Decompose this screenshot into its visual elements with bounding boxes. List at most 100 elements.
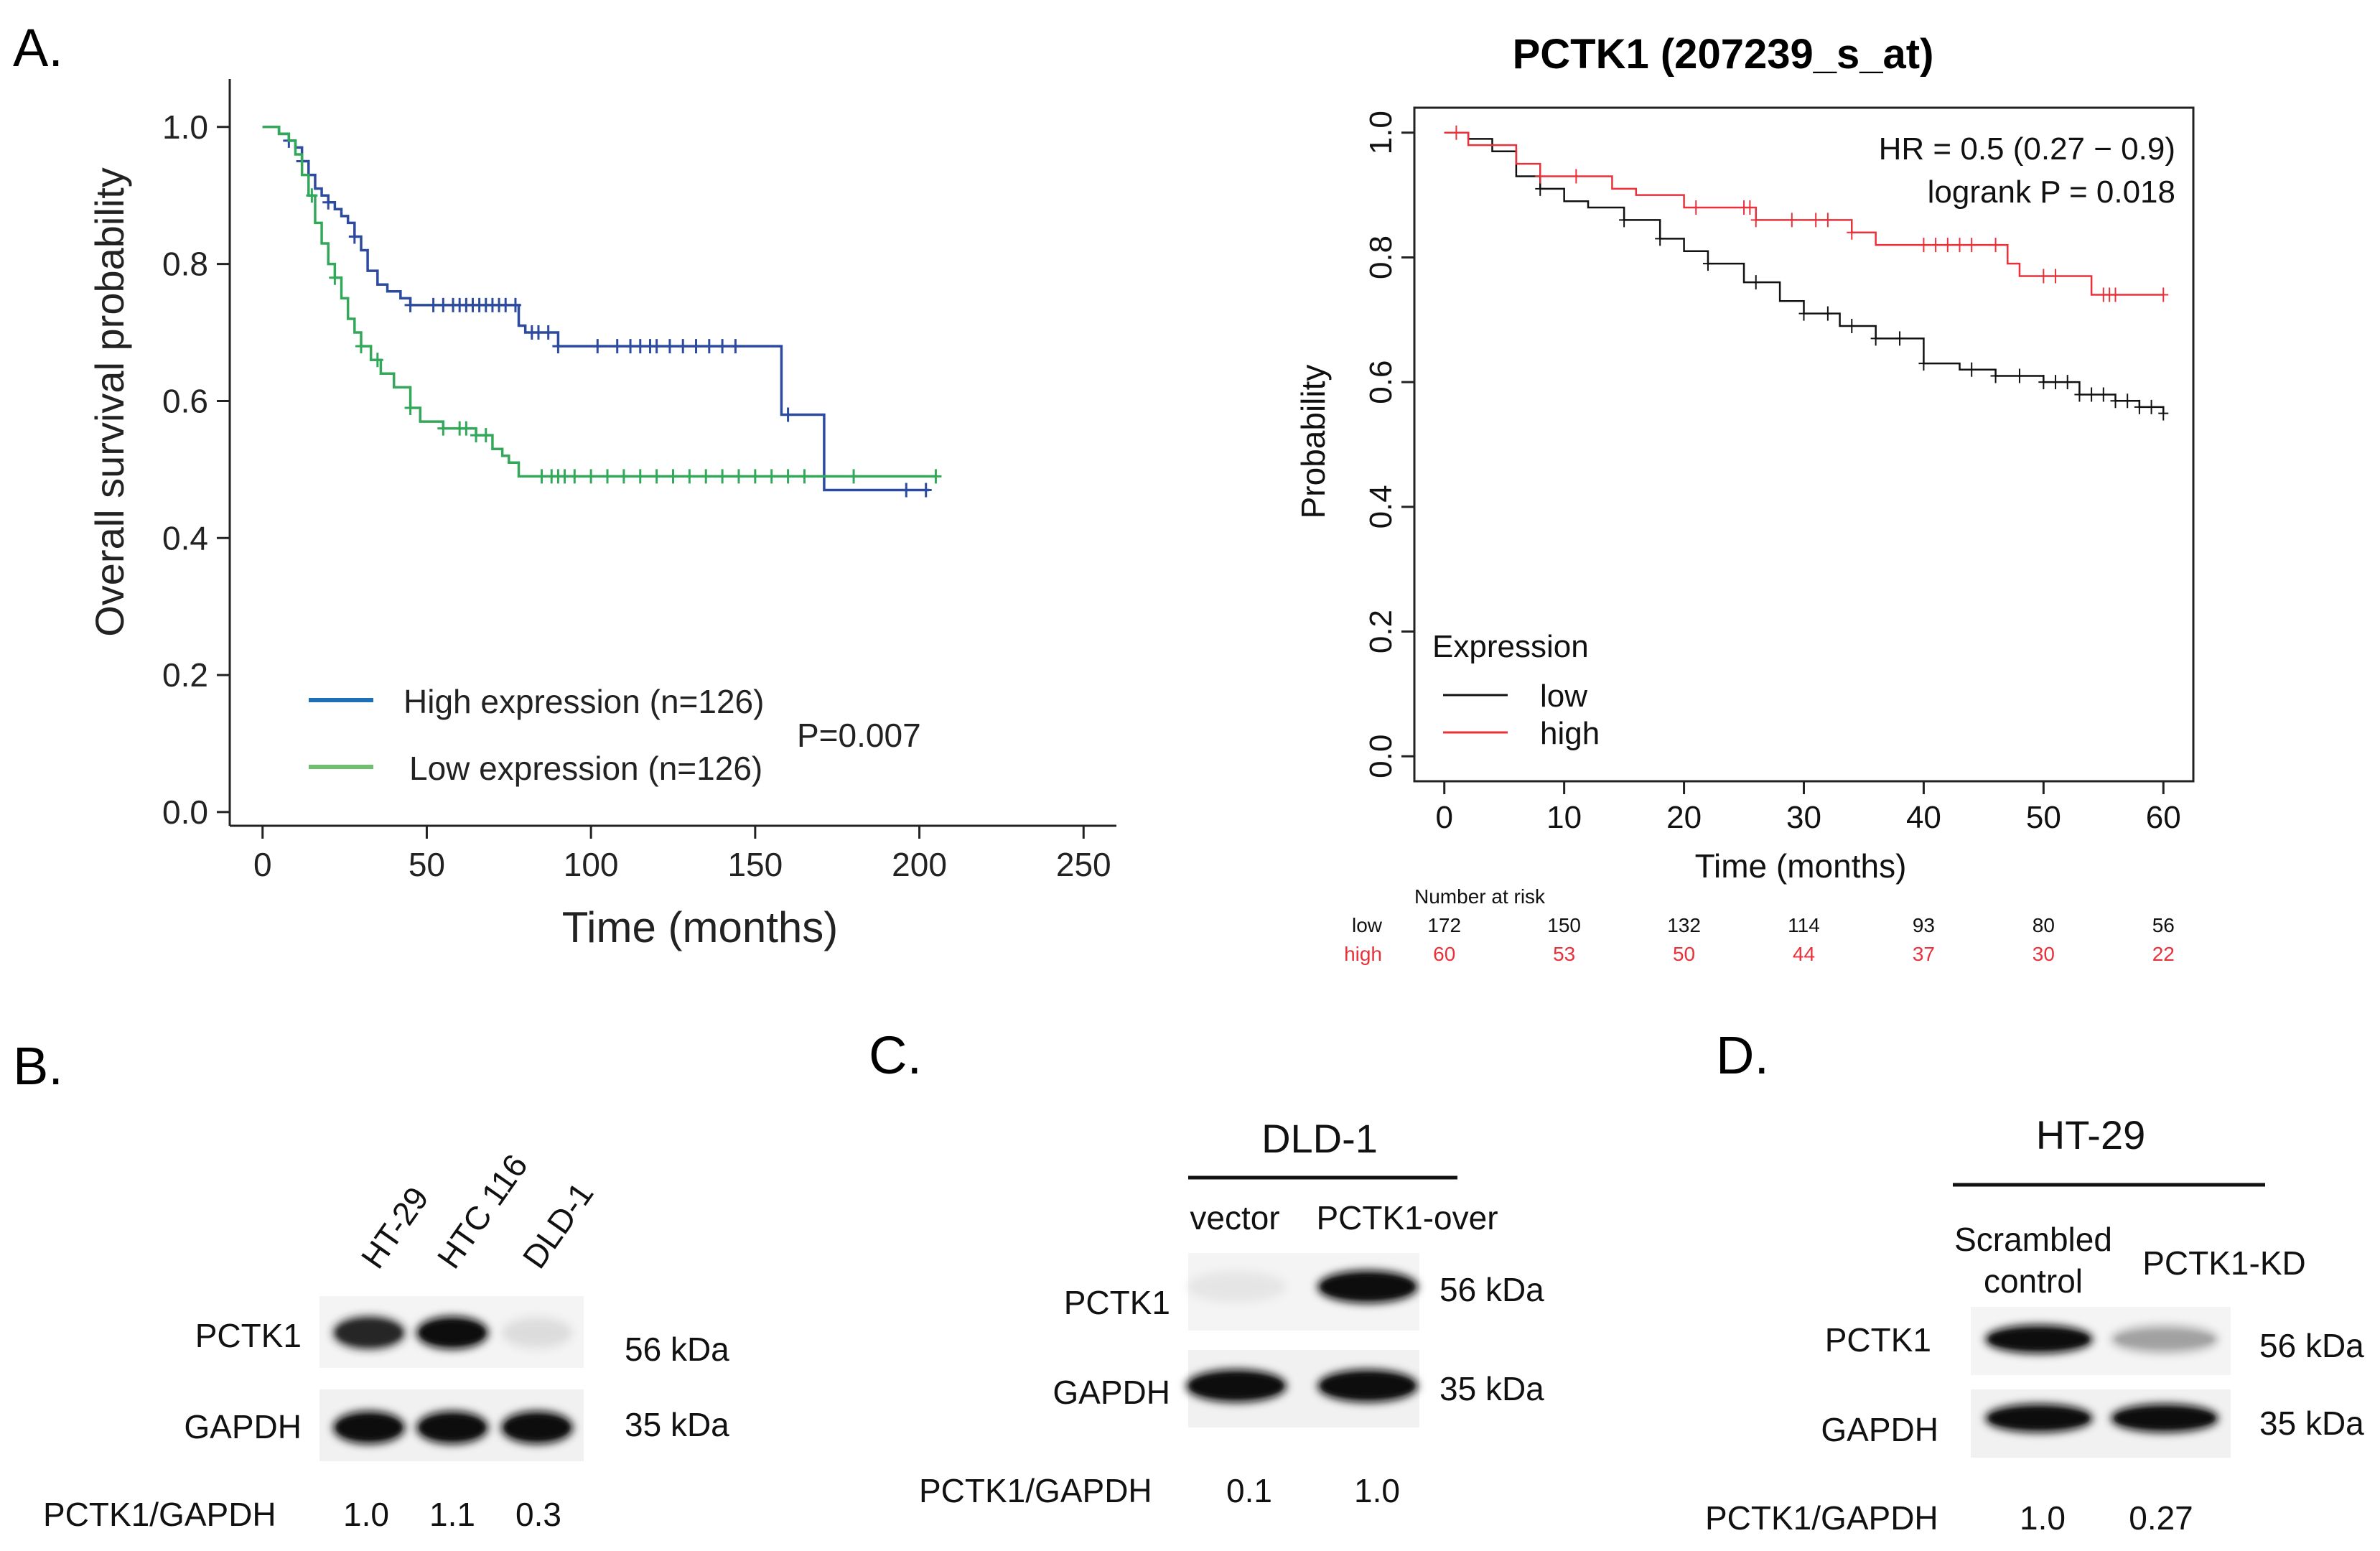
blot-b-band-core-gapdh-1 bbox=[337, 1417, 401, 1438]
censor-mark bbox=[306, 188, 318, 203]
blot-d-band-core-pctk1-2 bbox=[2115, 1331, 2214, 1348]
km-left-xtick-label: 200 bbox=[892, 846, 947, 883]
km-left-ylabel: Overall survival probability bbox=[87, 167, 132, 637]
censor-mark bbox=[2062, 375, 2073, 390]
risk-value-low: 150 bbox=[1547, 914, 1581, 936]
blot-d-lane-1b: control bbox=[1984, 1262, 2083, 1300]
censor-mark bbox=[2110, 287, 2121, 302]
blot-d-lane-2: PCTK1-KD bbox=[2142, 1244, 2305, 1282]
censor-mark bbox=[1786, 213, 1797, 228]
censor-mark bbox=[625, 339, 637, 354]
censor-mark bbox=[634, 339, 646, 354]
censor-mark bbox=[798, 469, 811, 484]
blot-c-cell-line: DLD-1 bbox=[1261, 1116, 1378, 1161]
censor-mark bbox=[1451, 125, 1462, 140]
censor-mark bbox=[690, 339, 702, 354]
risk-value-low: 172 bbox=[1427, 914, 1461, 936]
blot-c-kda-pctk1: 56 kDa bbox=[1439, 1271, 1544, 1308]
censor-mark bbox=[717, 339, 729, 354]
blot-b-kda-pctk1: 56 kDa bbox=[625, 1331, 729, 1368]
blot-c-kda-gapdh: 35 kDa bbox=[1439, 1370, 1544, 1407]
censor-mark bbox=[2038, 269, 2049, 284]
censor-mark bbox=[683, 469, 696, 484]
censor-mark bbox=[536, 469, 548, 484]
km-left-xtick-label: 0 bbox=[253, 846, 272, 883]
censor-mark bbox=[782, 469, 794, 484]
km-left-curve-low bbox=[262, 126, 936, 478]
censor-mark bbox=[2146, 399, 2157, 414]
censor-mark bbox=[437, 297, 449, 312]
censor-mark bbox=[348, 229, 360, 244]
censor-mark bbox=[732, 469, 745, 484]
legend-label-high-right: high bbox=[1540, 716, 1600, 751]
censor-mark bbox=[2086, 387, 2097, 402]
censor-mark bbox=[1691, 200, 1702, 215]
risk-value-high: 22 bbox=[2152, 943, 2175, 965]
km-right-ylabel: Probability bbox=[1294, 365, 1332, 519]
censor-mark bbox=[2098, 387, 2109, 402]
blot-d-band-core-gapdh-1 bbox=[1989, 1410, 2089, 1427]
km-right-curves bbox=[1444, 125, 2169, 421]
censor-mark bbox=[1895, 331, 1905, 346]
censor-mark bbox=[542, 325, 554, 340]
blot-d-lane-1a: Scrambled bbox=[1954, 1221, 2112, 1258]
blot-c-ratio-2: 1.0 bbox=[1354, 1472, 1400, 1509]
blot-c-band-pctk1-1 bbox=[1186, 1270, 1287, 1303]
blot-c-band-core-pctk1-2 bbox=[1322, 1276, 1414, 1298]
km-right-axes: 0.0 0.2 0.4 0.6 0.8 1.0 0 10 20 30 40 50 60 bbox=[1363, 111, 2181, 835]
censor-mark bbox=[1535, 169, 1546, 184]
blot-b-lane-3: DLD-1 bbox=[515, 1175, 601, 1275]
censor-mark bbox=[460, 421, 472, 436]
km-plot-right: PCTK1 (207239_s_at) 0.0 0.2 0.4 0.6 0.8 1.0 0 1… bbox=[1294, 31, 2195, 965]
km-right-xtick-label: 0 bbox=[1435, 800, 1452, 835]
censor-mark bbox=[1571, 169, 1582, 184]
blot-b-kda-gapdh: 35 kDa bbox=[625, 1406, 729, 1443]
km-plot-left: 0.0 0.2 0.4 0.6 0.8 1.0 0 50 100 150 200 250 Time (… bbox=[87, 79, 1116, 951]
censor-mark bbox=[355, 339, 367, 354]
blot-c-band-core-gapdh-2 bbox=[1322, 1375, 1414, 1397]
km-left-ytick-label: 1.0 bbox=[162, 108, 208, 146]
blot-d-band-core-gapdh-2 bbox=[2115, 1410, 2214, 1427]
panel-label-d: D. bbox=[1716, 1025, 1769, 1085]
censor-mark bbox=[404, 400, 416, 415]
km-right-xtick-label: 20 bbox=[1666, 800, 1702, 835]
censor-mark bbox=[1822, 213, 1833, 228]
km-left-xtick-label: 50 bbox=[409, 846, 445, 883]
km-right-xlabel: Time (months) bbox=[1695, 847, 1907, 885]
censor-mark bbox=[677, 339, 689, 354]
legend-label-low-right: low bbox=[1540, 679, 1587, 714]
blot-b-row-label-pctk1: PCTK1 bbox=[195, 1317, 302, 1354]
km-left-curve-high bbox=[262, 126, 930, 492]
censor-mark bbox=[1619, 213, 1630, 228]
panel-label-a: A. bbox=[13, 18, 63, 78]
censor-mark bbox=[663, 339, 676, 354]
risk-value-low: 132 bbox=[1667, 914, 1701, 936]
risk-value-high: 44 bbox=[1793, 943, 1815, 965]
km-left-curves bbox=[262, 126, 942, 498]
censor-mark bbox=[1847, 225, 1857, 240]
censor-mark bbox=[1822, 306, 1833, 321]
blot-d-row-label-gapdh: GAPDH bbox=[1821, 1411, 1938, 1448]
censor-mark bbox=[1535, 181, 1546, 196]
censor-mark bbox=[611, 339, 623, 354]
censor-mark bbox=[634, 469, 646, 484]
censor-mark bbox=[729, 339, 742, 354]
risk-value-high: 60 bbox=[1433, 943, 1455, 965]
blot-c-band-core-pctk1-1 bbox=[1190, 1276, 1282, 1298]
km-left-ytick-label: 0.0 bbox=[162, 793, 208, 831]
km-left-xtick-label: 100 bbox=[564, 846, 619, 883]
censor-mark bbox=[602, 469, 614, 484]
blot-c-row-label-gapdh: GAPDH bbox=[1053, 1374, 1170, 1411]
blot-b-band-core-pctk1-2 bbox=[421, 1322, 484, 1343]
km-left-ytick-label: 0.6 bbox=[162, 382, 208, 419]
censor-mark bbox=[1750, 213, 1761, 228]
censor-mark bbox=[2074, 387, 2085, 402]
risk-table-values: 172 150 132 114 93 80 56 60 53 50 44 37 30 22 bbox=[1427, 914, 2174, 965]
blot-d-kda-pctk1: 56 kDa bbox=[2259, 1327, 2364, 1364]
km-right-xtick-label: 10 bbox=[1546, 800, 1582, 835]
censor-mark bbox=[765, 469, 778, 484]
censor-mark bbox=[569, 469, 581, 484]
censor-mark bbox=[322, 195, 335, 210]
blot-d: HT-29 Scrambled control PCTK1-KD PCTK1 G… bbox=[1705, 1112, 2364, 1537]
censor-mark bbox=[1750, 275, 1761, 290]
